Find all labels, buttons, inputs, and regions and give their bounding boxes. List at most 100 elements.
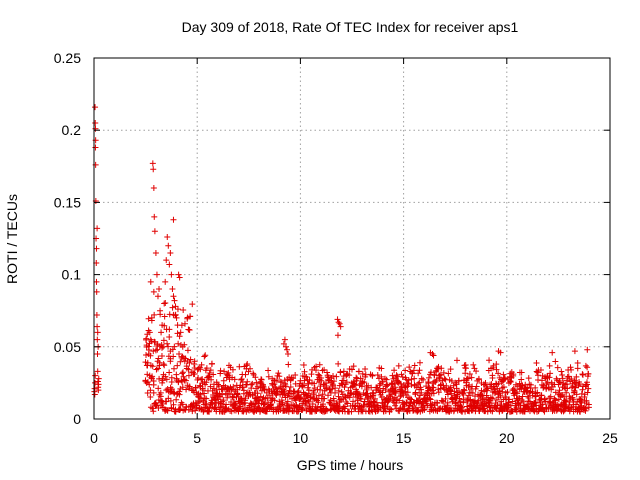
data-point bbox=[574, 359, 581, 366]
data-point bbox=[152, 249, 159, 256]
data-point bbox=[348, 408, 355, 415]
data-point bbox=[378, 365, 385, 372]
data-point bbox=[534, 389, 541, 396]
data-point bbox=[94, 378, 101, 385]
data-point bbox=[402, 388, 409, 395]
data-point bbox=[219, 391, 226, 398]
data-point bbox=[94, 323, 101, 330]
data-point bbox=[200, 407, 207, 414]
data-point bbox=[527, 381, 534, 388]
data-point bbox=[386, 405, 393, 412]
data-point bbox=[480, 395, 487, 402]
data-point bbox=[147, 336, 154, 343]
data-point bbox=[275, 370, 282, 377]
data-point bbox=[278, 397, 285, 404]
data-point bbox=[495, 370, 502, 377]
data-point bbox=[576, 381, 583, 388]
data-point bbox=[544, 379, 551, 386]
x-axis-label: GPS time / hours bbox=[297, 457, 404, 473]
data-point bbox=[502, 375, 509, 382]
data-point bbox=[329, 381, 336, 388]
data-point bbox=[453, 357, 460, 364]
data-point bbox=[360, 403, 367, 410]
data-point bbox=[273, 389, 280, 396]
data-point bbox=[253, 379, 260, 386]
data-point bbox=[391, 388, 398, 395]
data-point bbox=[584, 346, 591, 353]
data-point bbox=[362, 365, 369, 372]
x-tick-labels: 0 5 10 15 20 25 bbox=[90, 430, 618, 446]
data-point bbox=[557, 379, 564, 386]
data-point bbox=[440, 369, 447, 376]
data-point bbox=[207, 367, 214, 374]
data-point bbox=[168, 405, 175, 412]
data-point bbox=[179, 353, 186, 360]
x-tick-label: 5 bbox=[193, 430, 201, 446]
data-point bbox=[372, 395, 378, 402]
data-point bbox=[469, 389, 476, 396]
data-point bbox=[160, 337, 167, 344]
data-point bbox=[170, 389, 177, 396]
data-point bbox=[397, 393, 404, 400]
data-point bbox=[489, 395, 496, 402]
data-point bbox=[175, 271, 182, 278]
data-point bbox=[321, 366, 328, 373]
data-point bbox=[411, 375, 418, 382]
data-point bbox=[176, 333, 183, 340]
data-point bbox=[283, 346, 290, 353]
data-point bbox=[460, 399, 467, 406]
data-point bbox=[273, 386, 280, 393]
data-point bbox=[399, 374, 406, 381]
data-point bbox=[512, 388, 519, 395]
data-point bbox=[144, 390, 151, 397]
data-point bbox=[305, 397, 312, 404]
data-point bbox=[340, 404, 347, 411]
data-point bbox=[513, 404, 520, 411]
data-point bbox=[285, 408, 292, 415]
data-point bbox=[303, 374, 310, 381]
data-point bbox=[489, 408, 496, 415]
y-tick-label: 0.05 bbox=[54, 339, 81, 355]
data-point bbox=[521, 408, 528, 415]
data-point bbox=[92, 104, 99, 111]
data-point bbox=[573, 401, 580, 408]
data-point bbox=[493, 366, 500, 373]
data-point bbox=[343, 399, 350, 406]
data-point bbox=[154, 293, 161, 300]
data-point bbox=[95, 387, 102, 394]
data-point bbox=[441, 403, 448, 410]
data-point bbox=[153, 271, 160, 278]
data-point bbox=[313, 363, 320, 370]
data-point bbox=[162, 278, 169, 285]
data-point bbox=[464, 375, 471, 382]
data-point bbox=[323, 384, 330, 391]
data-point bbox=[298, 394, 305, 401]
data-point bbox=[379, 389, 386, 396]
data-point bbox=[94, 329, 101, 336]
data-point bbox=[350, 363, 357, 370]
y-tick-label: 0 bbox=[73, 411, 81, 427]
data-point bbox=[261, 400, 268, 407]
data-point bbox=[263, 408, 270, 415]
data-point bbox=[361, 398, 368, 405]
data-point bbox=[482, 380, 489, 387]
data-point bbox=[546, 374, 553, 381]
data-point bbox=[525, 375, 532, 382]
data-point bbox=[335, 360, 342, 367]
data-point bbox=[153, 366, 160, 373]
data-point bbox=[166, 326, 173, 333]
data-point bbox=[186, 326, 193, 333]
data-point bbox=[191, 361, 198, 368]
data-point bbox=[154, 365, 161, 372]
data-point bbox=[425, 374, 432, 381]
data-point bbox=[168, 271, 175, 278]
data-point bbox=[163, 376, 170, 383]
data-point bbox=[170, 401, 177, 408]
data-point bbox=[406, 364, 413, 371]
data-point bbox=[447, 366, 454, 373]
x-tick-label: 25 bbox=[602, 430, 618, 446]
data-point bbox=[361, 379, 368, 386]
data-point bbox=[151, 311, 158, 318]
data-point bbox=[308, 371, 315, 378]
data-point bbox=[222, 407, 229, 414]
